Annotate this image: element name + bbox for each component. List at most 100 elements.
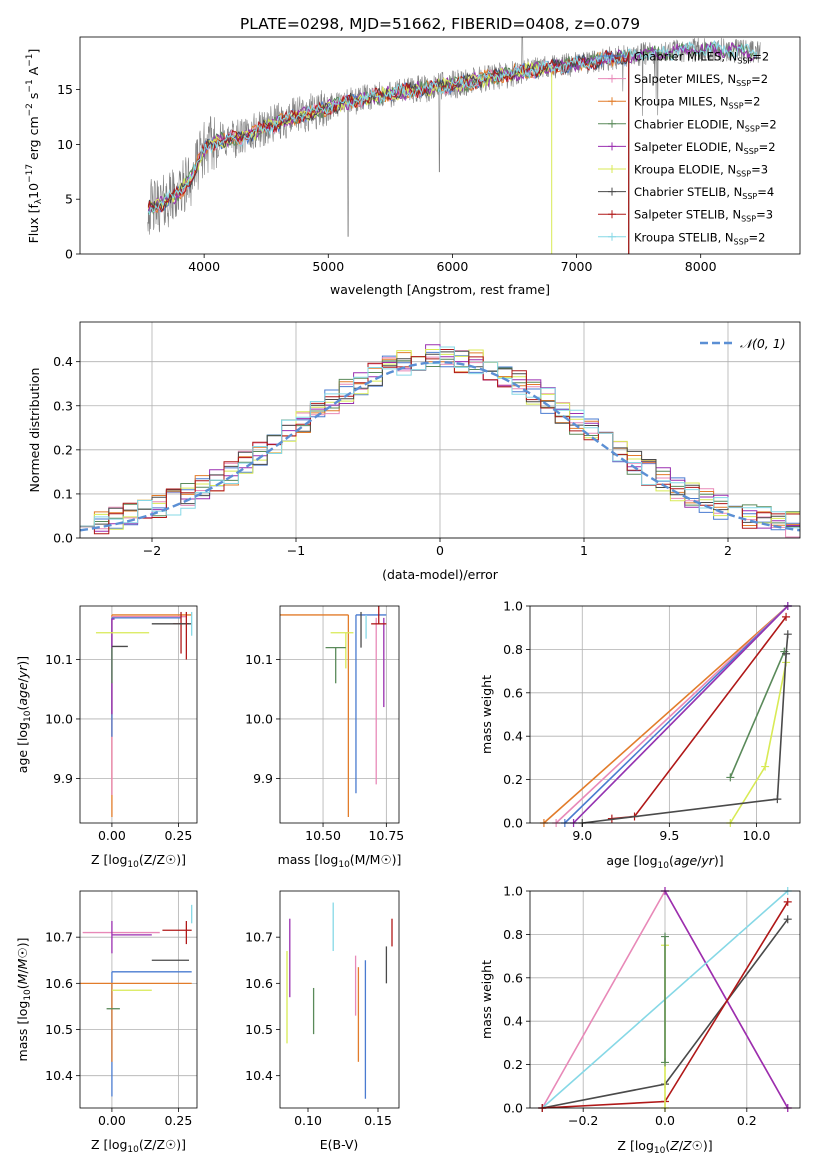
- weights-vs-age-panel: 9.0 9.5 10.0 0.0 0.2 0.4 0.6 0.8 1.0 age [log10(a…: [479, 599, 801, 871]
- weight-line-salpeter-elodie: [664, 890, 789, 1109]
- weight-marker: [782, 612, 791, 621]
- x-axis-label: Z [log10(Z/Z☉)]: [617, 1138, 712, 1156]
- weight-marker: [661, 932, 669, 941]
- y-tick-label: 9.9: [53, 771, 73, 786]
- weight-marker: [783, 630, 792, 639]
- legend-label: Salpeter STELIB, NSSP=3: [634, 208, 773, 224]
- x-tick-label: 0.2: [737, 1113, 757, 1128]
- y-tick-label: 10.5: [45, 1022, 73, 1037]
- y-tick-label: 10.6: [245, 976, 273, 991]
- legend-marker: [608, 165, 616, 173]
- x-axis-label: Z [log10(Z/Z☉)]: [91, 852, 186, 870]
- x-tick-label: 0.15: [364, 1113, 392, 1128]
- y-tick-label: 0.1: [53, 486, 73, 501]
- y-tick-label: 10.1: [45, 652, 73, 667]
- x-axis-label: age [log10(age/yr)]: [606, 853, 723, 871]
- y-tick-label: 0.4: [503, 1014, 523, 1029]
- legend-marker: [608, 232, 616, 241]
- x-axis-label: mass [log10(M/M☉)]: [278, 852, 402, 870]
- legend-label: Kroupa ELODIE, NSSP=3: [634, 163, 768, 179]
- y-tick-label: 15: [57, 82, 73, 97]
- weight-marker: [726, 773, 735, 782]
- y-tick-label: 1.0: [503, 884, 523, 899]
- weight-line-chabrier-stelib: [582, 634, 789, 824]
- y-tick-label: 10.5: [245, 1022, 273, 1037]
- y-tick-label: 10.7: [45, 930, 73, 945]
- weight-marker: [661, 1058, 669, 1067]
- y-tick-label: 10.0: [245, 711, 273, 726]
- x-tick-label: 6000: [437, 259, 469, 274]
- figure-title: PLATE=0298, MJD=51662, FIBERID=0408, z=0…: [240, 15, 640, 33]
- legend-label: Kroupa MILES, NSSP=2: [634, 95, 760, 111]
- x-axis-label: E(B-V): [320, 1137, 359, 1152]
- x-tick-label: 10.50: [305, 828, 341, 843]
- y-tick-label: 0.4: [503, 729, 523, 744]
- y-tick-label: 10.0: [45, 711, 73, 726]
- x-tick-label: 5000: [312, 259, 344, 274]
- gaussian-reference-line: [79, 360, 801, 532]
- x-tick-label: 7000: [561, 259, 593, 274]
- weight-marker: [782, 649, 791, 658]
- x-tick-label: 2: [724, 543, 732, 558]
- weight-line-kroupa-miles: [543, 605, 789, 824]
- weight-line-salpeter-elodie: [572, 605, 789, 824]
- residuals-panel: −2 −1 0 1 2 0.0 0.1 0.2 0.3 0.4 (data-model)/error…: [27, 321, 801, 582]
- weight-marker: [783, 915, 792, 924]
- axes-frame: [79, 890, 198, 1109]
- age-vs-mass-panel: 10.50 10.75 9.9 10.0 10.1 mass [log10(M/M☉)]: [245, 605, 404, 870]
- y-tick-label: 0.2: [53, 442, 73, 457]
- model-line-chabrier-miles: [148, 50, 630, 254]
- y-tick-label: 0.4: [53, 354, 73, 369]
- y-tick-label: 0.0: [503, 816, 523, 831]
- legend-marker: [608, 74, 616, 83]
- weight-line-chabrier-elodie: [729, 651, 786, 778]
- legend-label: Chabrier STELIB, NSSP=4: [634, 185, 774, 201]
- y-tick-label: 0.6: [503, 970, 523, 985]
- legend-marker: [608, 119, 616, 128]
- mass-vs-metallicity-panel: 0.00 0.25 10.4 10.5 10.6 10.7 Z [log10(Z/Z☉)] m…: [15, 890, 198, 1155]
- weight-line-salpeter-stelib: [611, 616, 787, 820]
- x-axis-label: Z [log10(Z/Z☉)]: [91, 1137, 186, 1155]
- x-axis-label: wavelength [Angstrom, rest frame]: [330, 282, 550, 297]
- legend-label: Chabrier MILES, NSSP=2: [634, 50, 769, 66]
- y-tick-label: 0.0: [53, 531, 73, 546]
- x-axis-label: (data-model)/error: [382, 567, 499, 582]
- model-line-salpeter-stelib: [147, 49, 630, 254]
- legend-label: Salpeter ELODIE, NSSP=2: [634, 140, 776, 156]
- model-line-chabrier-stelib: [147, 50, 630, 254]
- x-tick-label: 0.00: [98, 1113, 126, 1128]
- y-axis-label: mass [log10(M/M☉)]: [15, 938, 33, 1062]
- y-tick-label: 10: [57, 137, 73, 152]
- axes-frame: [79, 36, 801, 255]
- weights-vs-metallicity-panel: −0.2 0.0 0.2 0.0 0.2 0.4 0.6 0.8 1.0 Z [log10(Z/Z…: [479, 884, 801, 1156]
- x-tick-label: 0.00: [98, 828, 126, 843]
- y-tick-label: 10.1: [245, 652, 273, 667]
- x-tick-label: 0.25: [164, 828, 192, 843]
- model-line-kroupa-stelib: [147, 39, 758, 216]
- weight-line-salpeter-miles: [555, 605, 789, 824]
- legend-label: Chabrier ELODIE, NSSP=2: [634, 117, 777, 133]
- x-tick-label: 8000: [685, 259, 717, 274]
- y-tick-label: 0.8: [503, 642, 523, 657]
- y-axis-label: mass weight: [479, 675, 494, 754]
- y-tick-label: 0.3: [53, 398, 73, 413]
- weight-marker: [773, 795, 782, 804]
- y-tick-label: 0.0: [503, 1101, 523, 1116]
- legend-marker: [608, 142, 616, 151]
- x-tick-label: 0.25: [164, 1113, 192, 1128]
- legend-marker: [608, 210, 616, 219]
- x-tick-label: 9.5: [659, 828, 679, 843]
- axes-frame: [279, 890, 400, 1109]
- weight-marker: [761, 762, 770, 771]
- legend-label: 𝒩(0, 1): [740, 336, 786, 351]
- legend-label: Kroupa STELIB, NSSP=2: [634, 230, 765, 246]
- y-tick-label: 10.4: [245, 1068, 273, 1083]
- x-tick-label: 0: [436, 543, 444, 558]
- model-line-kroupa-elodie: [147, 60, 553, 254]
- axes-frame: [79, 605, 198, 824]
- weight-marker: [783, 897, 792, 906]
- y-tick-label: 10.4: [45, 1068, 73, 1083]
- y-tick-label: 0.6: [503, 685, 523, 700]
- x-tick-label: 0.0: [655, 1113, 675, 1128]
